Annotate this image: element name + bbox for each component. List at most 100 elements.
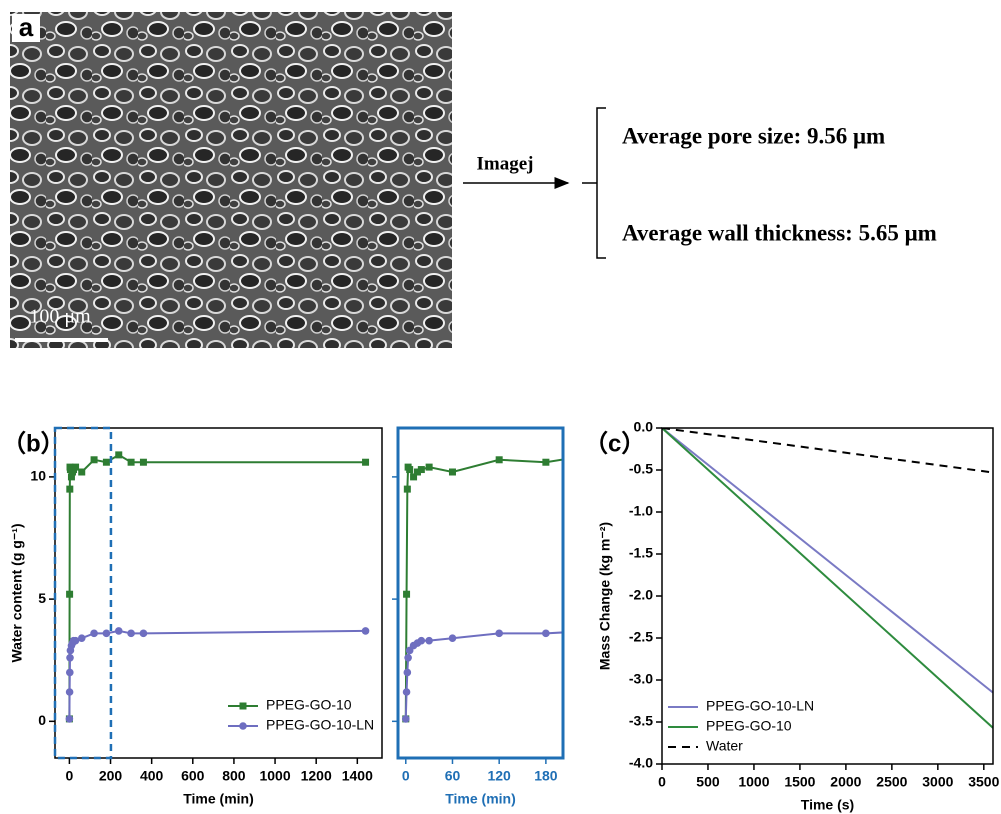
x-tick-label: 0: [402, 768, 410, 784]
x-tick-label: 3000: [922, 774, 953, 790]
x-tick-label: 3500: [968, 774, 999, 790]
x-tick-label: 200: [99, 768, 123, 784]
point: [425, 637, 433, 645]
x-tick-label: 2500: [876, 774, 907, 790]
legend-marker: [240, 703, 247, 710]
x-tick-label: 1500: [784, 774, 815, 790]
point: [449, 634, 457, 642]
point: [78, 469, 85, 476]
scale-label: 100 μm: [29, 306, 91, 328]
y-tick-label: 0: [38, 712, 46, 728]
point: [418, 637, 426, 645]
point: [66, 688, 74, 696]
series-line: [406, 455, 1001, 719]
point: [542, 630, 550, 638]
x-axis-label: Time (s): [801, 797, 854, 813]
point: [404, 669, 412, 677]
point: [127, 630, 135, 638]
y-tick-label: -0.5: [629, 461, 653, 477]
point: [406, 466, 413, 473]
point: [362, 627, 370, 635]
point: [403, 591, 410, 598]
point: [91, 456, 98, 463]
x-tick-label: 500: [696, 774, 720, 790]
x-tick-label: 0: [65, 768, 73, 784]
series-line: [406, 631, 1001, 719]
point: [404, 654, 412, 662]
point: [403, 688, 411, 696]
y-tick-label: -2.5: [629, 629, 653, 645]
sem-image: [10, 12, 452, 348]
x-tick-label: 600: [181, 768, 205, 784]
panel-label: （c）: [584, 430, 645, 457]
x-tick-label: 0: [658, 774, 666, 790]
x-tick-label: 180: [534, 768, 558, 784]
legend-label: Water: [706, 738, 743, 754]
point: [66, 669, 74, 677]
plot-area: [402, 451, 1001, 722]
point: [66, 715, 74, 723]
series-line: [662, 428, 993, 693]
point: [90, 630, 98, 638]
x-tick-label: 1000: [259, 768, 290, 784]
point: [404, 486, 411, 493]
y-tick-label: 5: [38, 590, 46, 606]
point: [78, 634, 86, 642]
x-tick-label: 1400: [342, 768, 373, 784]
y-tick-label: -1.5: [629, 545, 653, 561]
legend-label: PPEG-GO-10: [706, 718, 792, 734]
y-tick-label: -3.0: [629, 671, 653, 687]
y-axis-label: Water content (g g⁻¹): [9, 523, 25, 662]
axes-frame: [398, 428, 563, 758]
point: [128, 459, 135, 466]
point: [72, 464, 79, 471]
panel-label: （b）: [2, 430, 65, 457]
x-tick-label: 800: [222, 768, 246, 784]
panel-label: a: [19, 12, 34, 42]
x-tick-label: 1200: [301, 768, 332, 784]
x-tick-label: 2000: [830, 774, 861, 790]
y-tick-label: -2.0: [629, 587, 653, 603]
figure: a 100 μm Imagej Average pore size: 9.56 …: [0, 0, 1001, 814]
point: [682, 459, 689, 466]
x-tick-label: 60: [445, 768, 461, 784]
point: [103, 630, 111, 638]
result-text: Average pore size: 9.56 μm: [622, 123, 885, 148]
y-axis-label: Mass Change (kg m⁻²): [597, 522, 613, 670]
point: [66, 591, 73, 598]
series-line: [69, 455, 365, 719]
point: [115, 451, 122, 458]
bracket: [582, 108, 606, 258]
y-tick-label: -4.0: [629, 755, 653, 771]
x-tick-label: 400: [140, 768, 164, 784]
point: [418, 466, 425, 473]
plot-area: [662, 428, 993, 728]
point: [66, 654, 74, 662]
x-axis-label: Time (min): [445, 791, 516, 807]
y-tick-label: 10: [30, 468, 46, 484]
x-axis-label: Time (min): [183, 791, 254, 807]
point: [402, 715, 410, 723]
legend-label: PPEG-GO-10: [266, 697, 352, 713]
point: [115, 627, 123, 635]
series-line: [662, 428, 993, 728]
point: [140, 459, 147, 466]
point: [362, 459, 369, 466]
point: [66, 486, 73, 493]
arrow-label: Imagej: [477, 153, 534, 174]
point: [495, 630, 503, 638]
x-tick-label: 1000: [738, 774, 769, 790]
point: [449, 469, 456, 476]
point: [682, 630, 690, 638]
legend-label: PPEG-GO-10-LN: [266, 717, 374, 733]
point: [426, 464, 433, 471]
point: [542, 459, 549, 466]
result-text: Average wall thickness: 5.65 μm: [622, 220, 937, 245]
point: [496, 456, 503, 463]
point: [589, 627, 597, 635]
zoom-region: [55, 428, 111, 758]
point: [140, 630, 148, 638]
legend-label: PPEG-GO-10-LN: [706, 698, 814, 714]
y-tick-label: -3.5: [629, 713, 653, 729]
legend-marker: [239, 722, 247, 730]
